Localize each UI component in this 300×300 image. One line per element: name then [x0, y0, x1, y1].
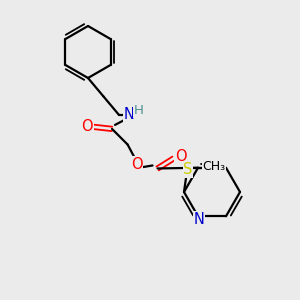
Text: CH₃: CH₃ [202, 160, 226, 172]
Text: O: O [81, 119, 93, 134]
Text: O: O [131, 157, 142, 172]
Text: N: N [194, 212, 204, 227]
Text: H: H [134, 104, 144, 117]
Text: N: N [123, 107, 134, 122]
Text: S: S [183, 163, 193, 178]
Text: O: O [175, 149, 186, 164]
